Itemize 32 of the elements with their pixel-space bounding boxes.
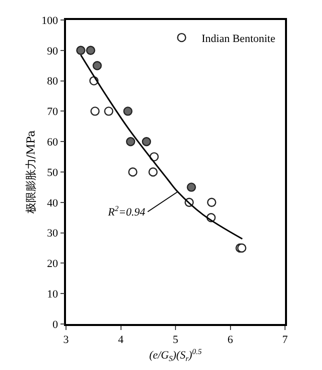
point bbox=[104, 106, 114, 116]
x-tick-label: 7 bbox=[282, 334, 288, 346]
y-tick-label: 70 bbox=[47, 106, 59, 118]
y-tick-label: 50 bbox=[47, 166, 59, 179]
point bbox=[86, 46, 96, 55]
y-tick-label: 90 bbox=[47, 45, 59, 58]
legend-label: Indian Bentonite bbox=[202, 32, 276, 45]
y-tick-label: 0 bbox=[52, 318, 59, 331]
point bbox=[186, 182, 196, 192]
point bbox=[92, 61, 102, 70]
point bbox=[142, 137, 152, 146]
y-tick-label: 20 bbox=[47, 258, 59, 270]
point bbox=[76, 46, 86, 55]
y-tick-label: 100 bbox=[42, 14, 59, 27]
y-tick-label: 30 bbox=[47, 228, 59, 240]
point bbox=[90, 106, 100, 116]
y-tick-label: 40 bbox=[47, 197, 59, 210]
point bbox=[126, 137, 136, 146]
point bbox=[123, 106, 132, 116]
x-axis-title: (e/G$_{S}$)(S$_{r}$)$^{0.5}$ bbox=[149, 347, 202, 363]
y-tick-label: 10 bbox=[47, 288, 59, 300]
point bbox=[207, 198, 216, 207]
x-tick-label: 4 bbox=[118, 334, 124, 346]
y-axis-title: 极限膨胀力/MPa bbox=[24, 130, 38, 215]
point bbox=[128, 167, 138, 177]
x-tick-label: 5 bbox=[172, 334, 179, 346]
x-tick-label: 6 bbox=[228, 334, 234, 346]
annotation: R$^{2}$=0.94 bbox=[107, 204, 146, 219]
y-tick-label: 60 bbox=[47, 136, 59, 148]
point bbox=[148, 167, 158, 177]
x-tick-label: 3 bbox=[63, 334, 70, 346]
y-tick-label: 80 bbox=[47, 76, 59, 88]
